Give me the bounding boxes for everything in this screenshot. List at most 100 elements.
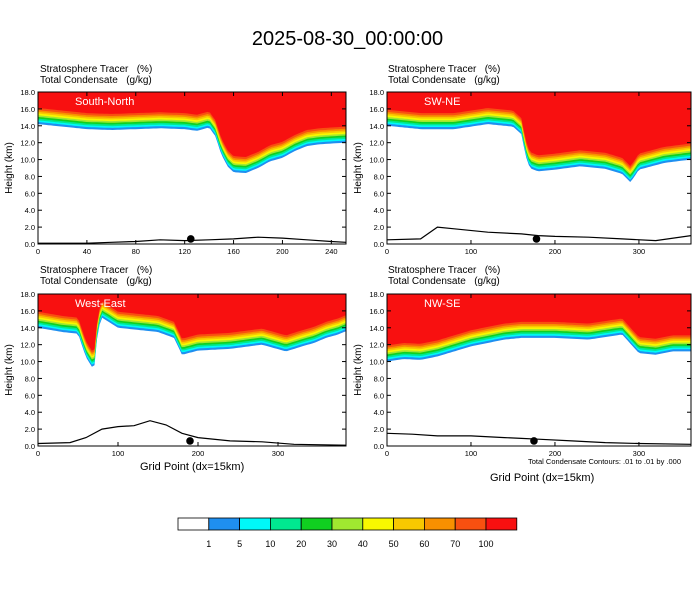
panel3-tracer-units: (%) xyxy=(136,265,153,276)
y-axis-label: Height (km) xyxy=(353,344,364,396)
legend-swatch xyxy=(208,517,241,531)
legend-label: 20 xyxy=(296,539,306,549)
legend-swatch xyxy=(300,517,333,531)
panel-3-field xyxy=(38,294,346,446)
y-tick-label: 10.0 xyxy=(369,156,384,165)
contour-footnote: Total Condensate Contours: .01 to .01 by… xyxy=(528,457,682,466)
y-tick-label: 12.0 xyxy=(20,139,35,148)
x-tick-label: 80 xyxy=(132,247,140,256)
y-tick-label: 2.0 xyxy=(25,425,35,434)
y-tick-label: 4.0 xyxy=(25,408,35,417)
panel4-field-title: Stratosphere Tracer (%) Total Condensate… xyxy=(388,265,500,287)
legend-label: 70 xyxy=(450,539,460,549)
legend-label: 60 xyxy=(419,539,429,549)
location-marker xyxy=(186,235,195,243)
x-tick-label: 200 xyxy=(549,449,562,458)
legend-label: 50 xyxy=(389,539,399,549)
tracer-band-10 xyxy=(38,294,346,351)
panel1-field-title: Stratosphere Tracer (%) Total Condensate… xyxy=(40,64,152,86)
legend-swatch xyxy=(269,517,302,531)
x-tick-label: 100 xyxy=(465,247,478,256)
panel-1: South-North 0.0 2.0 4.0 6.0 8.0 10.0 12.0 14.0 16… xyxy=(4,88,347,256)
y-tick-label: 16.0 xyxy=(20,105,35,114)
y-tick-label: 4.0 xyxy=(25,206,35,215)
y-tick-label: 12.0 xyxy=(20,341,35,350)
figure-title: 2025-08-30_00:00:00 xyxy=(251,28,444,50)
panel2-condensate-title: Total Condensate xyxy=(388,75,466,86)
panel3-x-axis-label: Grid Point (dx=15km) xyxy=(140,461,245,473)
x-tick-label: 0 xyxy=(385,449,389,458)
tracer-band-10 xyxy=(387,294,691,346)
y-axis-label: Height (km) xyxy=(4,344,15,396)
plot-frame xyxy=(386,91,692,245)
panel4-condensate-title: Total Condensate xyxy=(388,276,466,287)
legend-label: 40 xyxy=(358,539,368,549)
y-tick-label: 10.0 xyxy=(20,156,35,165)
location-marker xyxy=(186,437,194,445)
x-tick-label: 100 xyxy=(465,449,478,458)
y-tick-label: 8.0 xyxy=(374,172,384,181)
panel3-condensate-title: Total Condensate xyxy=(40,276,118,287)
y-tick-label: 18.0 xyxy=(20,290,35,299)
panel-label: SW-NE xyxy=(424,96,460,108)
location-marker xyxy=(530,437,538,445)
legend-swatch xyxy=(393,517,425,531)
plot-frame xyxy=(386,293,692,447)
panel-2-field xyxy=(387,92,691,244)
x-tick-label: 300 xyxy=(633,449,646,458)
y-tick-label: 14.0 xyxy=(20,324,35,333)
legend-label: 30 xyxy=(327,539,337,549)
panel3-condensate-units: (g/kg) xyxy=(126,276,152,287)
y-tick-label: 4.0 xyxy=(374,206,384,215)
panel2-field-title: Stratosphere Tracer (%) Total Condensate… xyxy=(388,64,500,86)
panel3-field-title: Stratosphere Tracer (%) Total Condensate… xyxy=(40,265,152,287)
y-tick-label: 16.0 xyxy=(369,307,384,316)
y-tick-label: 0.0 xyxy=(25,442,35,451)
legend-swatch xyxy=(454,517,487,531)
y-tick-label: 12.0 xyxy=(369,139,384,148)
y-tick-label: 14.0 xyxy=(369,122,384,131)
panel-label: West-East xyxy=(75,298,126,310)
tracer-band-10 xyxy=(387,92,691,166)
legend-swatch xyxy=(485,517,518,531)
x-tick-label: 120 xyxy=(178,247,191,256)
x-tick-label: 0 xyxy=(36,247,40,256)
y-tick-label: 6.0 xyxy=(374,391,384,400)
y-tick-label: 6.0 xyxy=(374,189,384,198)
y-tick-label: 0.0 xyxy=(25,240,35,249)
y-tick-label: 4.0 xyxy=(374,408,384,417)
panel4-tracer-units: (%) xyxy=(484,265,501,276)
x-tick-label: 200 xyxy=(276,247,289,256)
x-tick-label: 160 xyxy=(227,247,240,256)
panel2-condensate-units: (g/kg) xyxy=(474,75,500,86)
y-tick-label: 18.0 xyxy=(369,290,384,299)
panel-label: South-North xyxy=(75,96,134,108)
panel1-tracer-title: Stratosphere Tracer xyxy=(40,64,129,75)
panel-label: NW-SE xyxy=(424,298,460,310)
y-tick-label: 6.0 xyxy=(25,189,35,198)
panel1-condensate-units: (g/kg) xyxy=(126,75,152,86)
y-tick-label: 16.0 xyxy=(20,307,35,316)
y-tick-label: 2.0 xyxy=(374,223,384,232)
legend-label: 1 xyxy=(206,539,211,549)
legend-swatch xyxy=(423,517,456,531)
y-tick-label: 18.0 xyxy=(20,88,35,97)
y-tick-label: 16.0 xyxy=(369,105,384,114)
x-tick-label: 40 xyxy=(83,247,91,256)
panel-2: SW-NE 0.0 2.0 4.0 6.0 8.0 10.0 12.0 14.0 16.0 18.0… xyxy=(353,88,692,256)
panel1-condensate-title: Total Condensate xyxy=(40,75,118,86)
y-tick-label: 18.0 xyxy=(369,88,384,97)
panel2-tracer-title: Stratosphere Tracer xyxy=(388,64,477,75)
tracer-band-10 xyxy=(38,92,346,157)
panel2-tracer-units: (%) xyxy=(484,64,501,75)
x-tick-label: 240 xyxy=(325,247,338,256)
legend-label: 100 xyxy=(478,539,493,549)
y-tick-label: 10.0 xyxy=(369,358,384,367)
y-tick-label: 8.0 xyxy=(374,374,384,383)
y-tick-label: 0.0 xyxy=(374,240,384,249)
x-tick-label: 200 xyxy=(549,247,562,256)
x-tick-label: 200 xyxy=(192,449,205,458)
y-tick-label: 8.0 xyxy=(25,172,35,181)
